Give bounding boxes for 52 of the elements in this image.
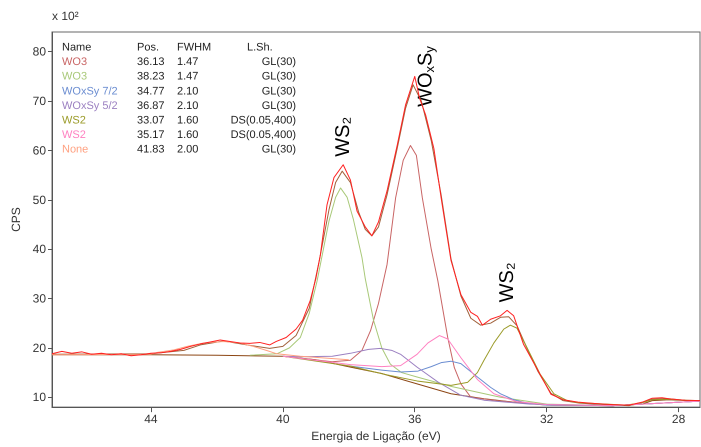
y-tick-label: 60 <box>32 143 46 158</box>
annotation: 2.00 <box>177 144 198 156</box>
annotation: Name <box>62 42 92 54</box>
annotation: 33.07 <box>137 114 165 126</box>
y-tick-label: 20 <box>32 340 46 355</box>
annotation: 41.83 <box>137 144 165 156</box>
annotation: DS(0.05,400) <box>230 129 296 142</box>
y-axis-title: CPS <box>8 207 23 232</box>
y-tick-label: 70 <box>32 94 46 108</box>
annotation: 2.10 <box>177 100 198 112</box>
text: x 10² <box>52 9 79 23</box>
annotation: DS(0.05,400) <box>230 114 296 126</box>
x-axis-title: Energia de Ligação (eV) <box>311 429 441 443</box>
y-tick-label: 10 <box>32 390 46 404</box>
annotation: 1.60 <box>177 114 198 126</box>
annotation: 36.87 <box>137 100 165 112</box>
y-tick-label: 80 <box>32 44 46 59</box>
annotation: 1.60 <box>177 129 198 142</box>
x-tick-label: 36 <box>408 412 422 426</box>
y-tick-label: 30 <box>32 292 46 306</box>
y-tick-label: 50 <box>32 192 46 207</box>
annotation: 35.17 <box>137 129 165 142</box>
annotation: 2.10 <box>177 85 198 98</box>
x-tick-label: 32 <box>540 412 554 426</box>
annotation: 1.47 <box>177 70 198 83</box>
annotation: GL(30) <box>262 144 296 156</box>
text: WS2 <box>62 114 86 126</box>
annotation: WS₂ <box>332 116 354 157</box>
annotation: GL(30) <box>262 85 296 98</box>
annotation: WS₂ <box>496 262 518 302</box>
x-tick-label: 40 <box>276 412 290 426</box>
line-series <box>52 340 350 360</box>
text: WO3 <box>62 70 88 83</box>
text: WOxSy 5/2 <box>62 100 118 112</box>
annotation: WOxSy <box>414 46 438 107</box>
text: WS2 <box>62 129 86 142</box>
annotation: Pos. <box>137 42 160 54</box>
annotation: 36.13 <box>137 56 165 68</box>
text: None <box>62 144 88 156</box>
annotation: 38.23 <box>137 70 165 83</box>
text: WO3 <box>62 56 88 68</box>
annotation: GL(30) <box>262 100 296 112</box>
x-tick-label: 44 <box>144 412 158 426</box>
x-tick-label: 28 <box>672 412 686 426</box>
annotation: GL(30) <box>262 56 296 68</box>
annotation: L.Sh. <box>247 42 273 54</box>
annotation: 34.77 <box>137 85 165 98</box>
text: WOxSy 7/2 <box>62 85 118 98</box>
annotation: 1.47 <box>177 56 198 68</box>
annotation: GL(30) <box>262 70 296 83</box>
y-tick-label: 40 <box>32 242 46 256</box>
annotation: FWHM <box>177 42 212 54</box>
